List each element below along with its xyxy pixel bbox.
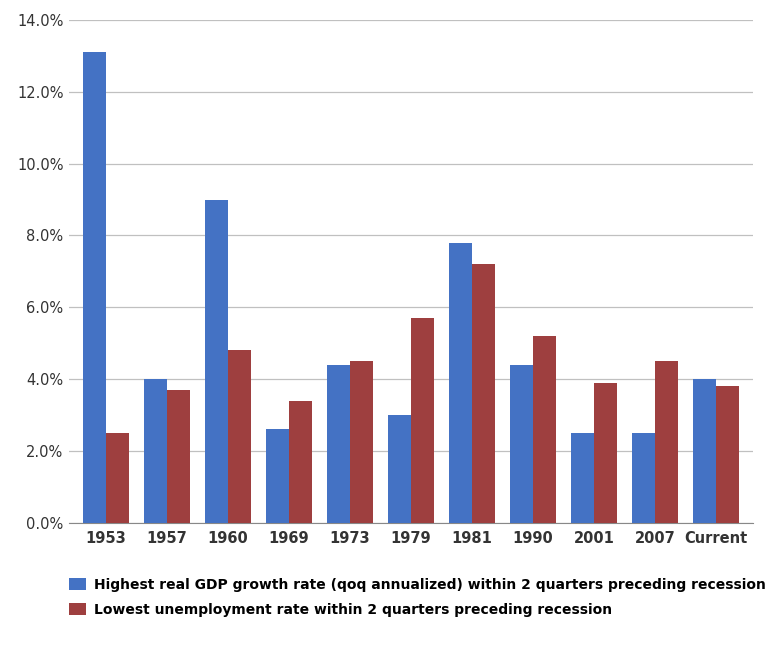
- Bar: [510, 364, 533, 523]
- Bar: [106, 433, 129, 523]
- Bar: [449, 243, 472, 523]
- Legend: Highest real GDP growth rate (qoq annualized) within 2 quarters preceding recess: Highest real GDP growth rate (qoq annual…: [69, 578, 766, 617]
- Bar: [82, 52, 106, 523]
- Bar: [533, 336, 556, 523]
- Bar: [594, 383, 617, 523]
- Bar: [266, 429, 289, 523]
- Bar: [204, 200, 228, 523]
- Bar: [388, 415, 411, 523]
- Bar: [326, 364, 350, 523]
- Bar: [411, 318, 434, 523]
- Bar: [632, 433, 655, 523]
- Bar: [693, 379, 716, 523]
- Bar: [228, 350, 251, 523]
- Bar: [571, 433, 594, 523]
- Bar: [144, 379, 167, 523]
- Bar: [655, 361, 678, 523]
- Bar: [350, 361, 373, 523]
- Bar: [716, 386, 740, 523]
- Bar: [289, 401, 312, 523]
- Bar: [472, 264, 495, 523]
- Bar: [167, 390, 190, 523]
